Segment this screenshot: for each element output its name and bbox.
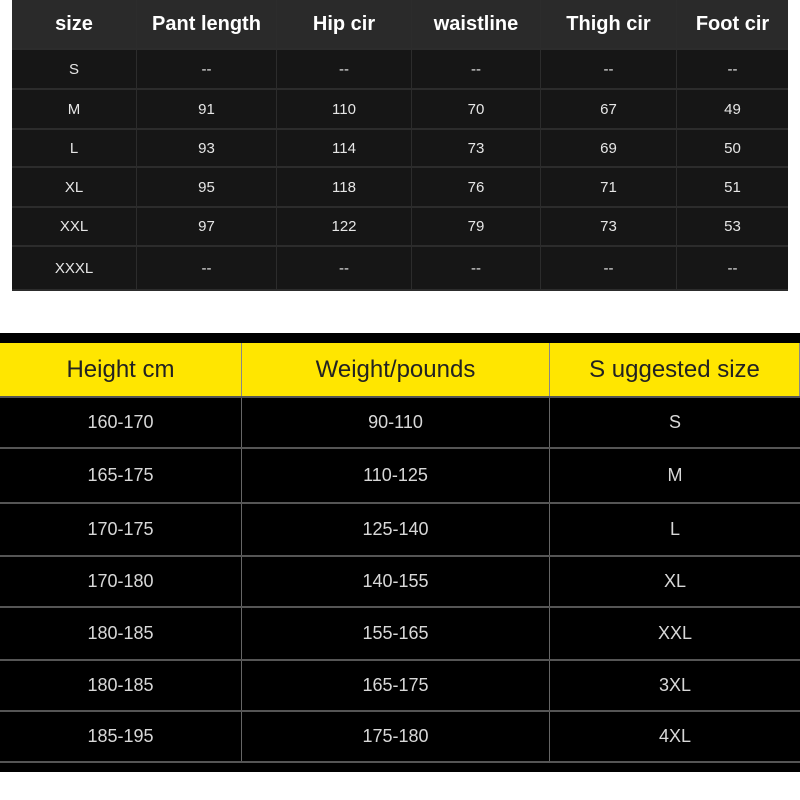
- table-cell: 185-195: [0, 712, 242, 761]
- table-cell: 122: [277, 208, 412, 245]
- table-cell: 51: [724, 178, 741, 196]
- table-row: XXL 97 122 79 73 53: [12, 208, 788, 247]
- table-cell: 71: [541, 168, 677, 206]
- table-cell: 67: [541, 90, 677, 128]
- table-cell: 79: [412, 208, 541, 245]
- table-cell: M: [667, 465, 683, 485]
- table-row: L 93 114 73 69 50: [12, 130, 788, 168]
- table-cell: 180-185: [0, 661, 242, 710]
- header-row: Height cm Weight/pounds S uggested size: [0, 343, 800, 398]
- table-cell: 110-125: [242, 449, 550, 502]
- table-cell: --: [137, 50, 277, 88]
- table-cell: --: [412, 50, 541, 88]
- table-cell: 91: [137, 90, 277, 128]
- table-cell: 180-185: [0, 608, 242, 659]
- table-cell: 90-110: [242, 398, 550, 447]
- column-header: S uggested size: [550, 343, 800, 396]
- table-row: 185-195 175-180 4XL: [0, 712, 800, 763]
- table-row: XXXL -- -- -- -- --: [12, 247, 788, 291]
- table-cell: S: [12, 50, 137, 88]
- table-cell: 165-175: [0, 449, 242, 502]
- table-cell: 4XL: [658, 726, 692, 746]
- table-cell: S: [668, 412, 681, 432]
- table-cell: 160-170: [0, 398, 242, 447]
- table-cell: XXXL: [12, 247, 137, 289]
- table-cell: L: [669, 519, 680, 539]
- table-row: M 91 110 70 67 49: [12, 90, 788, 130]
- table-cell: --: [727, 60, 738, 78]
- table-cell: 73: [412, 130, 541, 166]
- column-header: Hip cir: [277, 0, 412, 48]
- column-header: Height cm: [0, 343, 242, 396]
- table-cell: --: [277, 247, 412, 289]
- table-row: 180-185 155-165 XXL: [0, 608, 800, 661]
- table-cell: 110: [277, 90, 412, 128]
- table-cell: 3XL: [658, 675, 692, 695]
- table-cell: XL: [12, 168, 137, 206]
- table-cell: --: [727, 259, 738, 277]
- table-cell: 170-180: [0, 557, 242, 606]
- table-cell: 95: [137, 168, 277, 206]
- table-cell: 76: [412, 168, 541, 206]
- size-suggestion-table: Height cm Weight/pounds S uggested size 160…: [0, 333, 800, 772]
- table-cell: --: [137, 247, 277, 289]
- table-cell: 93: [137, 130, 277, 166]
- table-cell: 69: [541, 130, 677, 166]
- table-cell: 50: [724, 139, 741, 157]
- table-cell: XXL: [12, 208, 137, 245]
- table-cell: 97: [137, 208, 277, 245]
- column-header: Weight/pounds: [242, 343, 550, 396]
- table-cell: 125-140: [242, 504, 550, 555]
- table-row: 160-170 90-110 S: [0, 398, 800, 449]
- table-row: 165-175 110-125 M: [0, 449, 800, 504]
- table-row: S -- -- -- -- --: [12, 50, 788, 90]
- table-cell: 140-155: [242, 557, 550, 606]
- table-row: 180-185 165-175 3XL: [0, 661, 800, 712]
- table-row: 170-180 140-155 XL: [0, 557, 800, 608]
- column-header: Foot cir: [695, 12, 770, 35]
- table-cell: 165-175: [242, 661, 550, 710]
- header-row: size Pant length Hip cir waistline Thigh cir…: [12, 0, 788, 50]
- table-cell: 73: [541, 208, 677, 245]
- table-cell: 155-165: [242, 608, 550, 659]
- table-cell: XL: [663, 571, 687, 591]
- column-header: waistline: [412, 0, 541, 48]
- table-cell: --: [541, 247, 677, 289]
- column-header: Pant length: [137, 0, 277, 48]
- table-cell: 53: [724, 218, 741, 235]
- table-cell: 118: [277, 168, 412, 206]
- table-cell: 49: [724, 100, 741, 118]
- table-cell: L: [12, 130, 137, 166]
- table-cell: --: [412, 247, 541, 289]
- table-cell: 175-180: [242, 712, 550, 761]
- table-cell: --: [277, 50, 412, 88]
- table-row: XL 95 118 76 71 51: [12, 168, 788, 208]
- table-cell: 114: [277, 130, 412, 166]
- column-header: size: [12, 0, 137, 48]
- table-cell: 170-175: [0, 504, 242, 555]
- table-cell: 70: [412, 90, 541, 128]
- table-cell: --: [541, 50, 677, 88]
- table-cell: M: [12, 90, 137, 128]
- size-measurement-table: size Pant length Hip cir waistline Thigh cir…: [12, 0, 788, 291]
- table-cell: XXL: [657, 623, 693, 643]
- column-header: Thigh cir: [541, 0, 677, 48]
- table-row: 170-175 125-140 L: [0, 504, 800, 557]
